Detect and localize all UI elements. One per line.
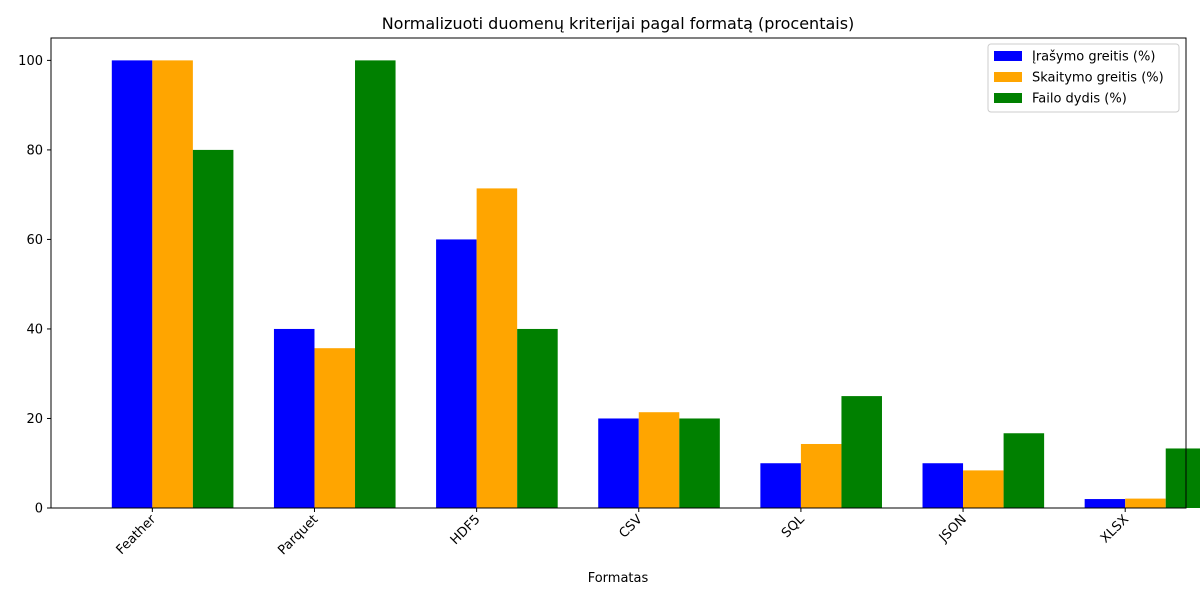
legend-label: Įrašymo greitis (%) <box>1032 50 1155 65</box>
bar-sql-series-2 <box>800 443 842 508</box>
legend-box <box>987 43 1180 113</box>
bar-xlsx-series-2 <box>1125 498 1166 508</box>
plot-frame <box>50 37 1187 509</box>
bar-json-series-3 <box>1003 433 1045 508</box>
bar-json-series-1 <box>922 463 964 508</box>
bar-csv-series-1 <box>598 418 639 508</box>
y-tick-label: 20 <box>26 412 43 427</box>
x-tick-label-sql: SQL <box>779 512 808 541</box>
bar-xlsx-series-3 <box>1165 448 1200 508</box>
bar-feather-series-1 <box>111 60 153 508</box>
bar-hdf5-series-2 <box>476 188 518 508</box>
bar-feather-series-2 <box>152 60 193 508</box>
chart-title: Normalizuoti duomenų kriterijai pagal fo… <box>382 14 855 33</box>
x-axis-title: Formatas <box>588 571 649 586</box>
bar-parquet-series-1 <box>273 328 315 508</box>
x-tick-label-json: JSON <box>936 512 970 546</box>
x-tick-label-parquet: Parquet <box>275 512 321 558</box>
legend-swatch <box>994 72 1022 82</box>
bar-xlsx-series-1 <box>1084 499 1126 508</box>
x-tick-label-feather: Feather <box>114 512 160 558</box>
bar-parquet-series-3 <box>355 60 396 508</box>
legend: Įrašymo greitis (%) Skaitymo greitis (%) F… <box>987 43 1180 113</box>
bar-sql-series-3 <box>841 396 882 508</box>
y-tick-label: 100 <box>18 54 43 69</box>
y-tick-label: 40 <box>26 322 43 337</box>
y-tick-label: 0 <box>35 502 43 517</box>
y-tick-label: 60 <box>26 233 43 248</box>
y-axis: 0 20 40 60 80 100 <box>18 54 51 517</box>
bar-hdf5-series-1 <box>436 239 477 508</box>
legend-swatch <box>994 51 1022 61</box>
bars-group <box>111 60 1200 508</box>
bar-json-series-2 <box>963 470 1004 508</box>
x-axis: Feather Parquet HDF5 CSV SQL JSON XLSX <box>114 508 1132 558</box>
bar-parquet-series-2 <box>314 348 356 508</box>
bar-feather-series-3 <box>192 149 234 508</box>
legend-label: Failo dydis (%) <box>1032 92 1127 107</box>
bar-hdf5-series-3 <box>517 328 558 508</box>
legend-swatch <box>994 93 1022 103</box>
legend-label: Skaitymo greitis (%) <box>1032 71 1164 86</box>
bar-sql-series-1 <box>760 463 801 508</box>
x-tick-label-xlsx: XLSX <box>1098 512 1132 546</box>
y-tick-label: 80 <box>26 143 43 158</box>
bar-csv-series-3 <box>679 418 720 508</box>
x-tick-label-csv: CSV <box>616 512 645 541</box>
x-tick-label-hdf5: HDF5 <box>448 512 484 548</box>
bar-csv-series-2 <box>638 412 680 508</box>
